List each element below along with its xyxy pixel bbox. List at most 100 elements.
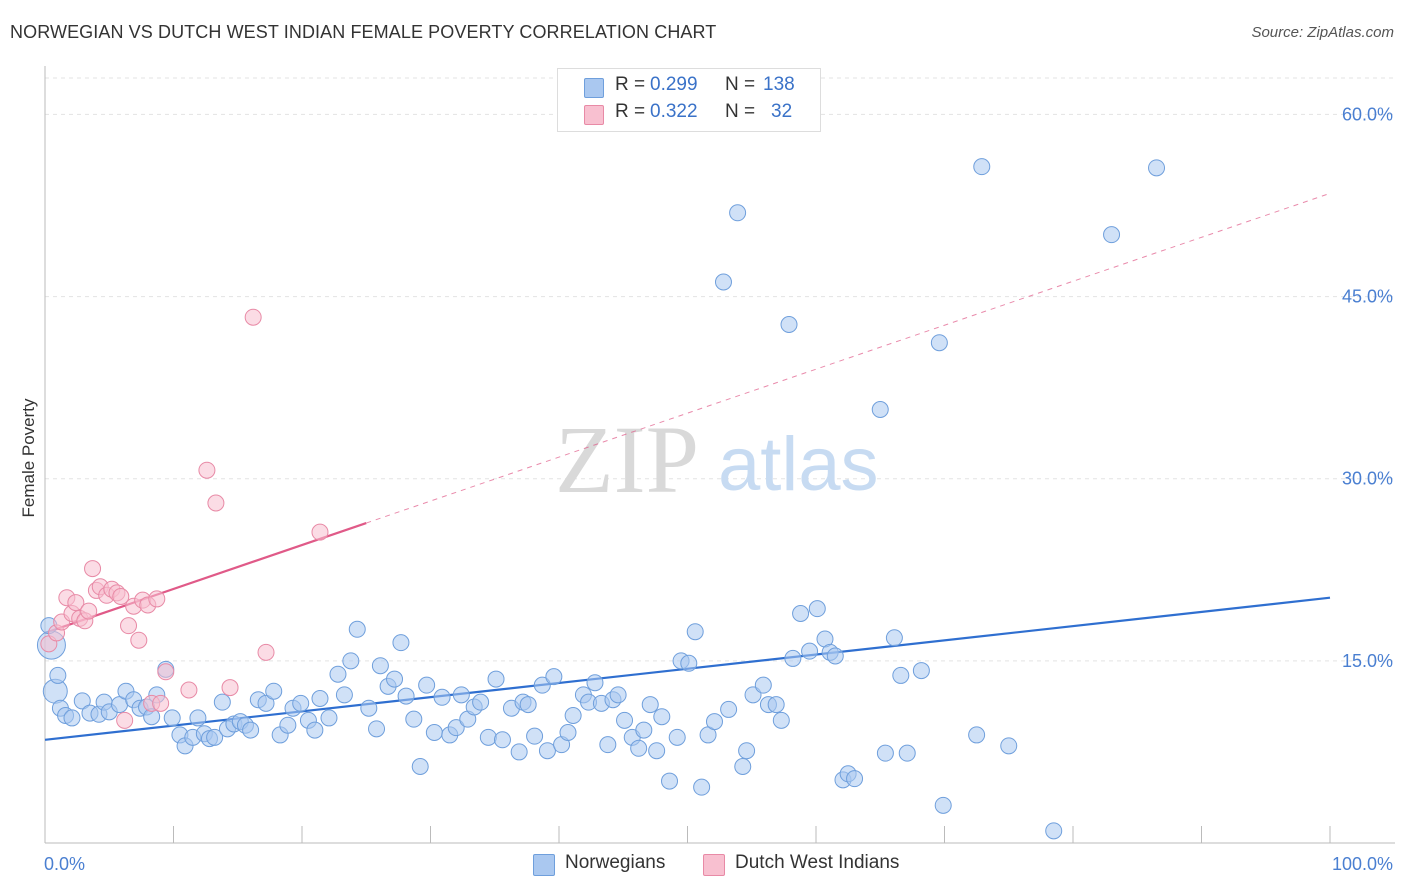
data-point (680, 654, 698, 672)
data-point (533, 676, 551, 694)
data-point (257, 643, 275, 661)
legend-r-label: R = (615, 74, 646, 95)
bottom-legend-label-dutch-west-indians: Dutch West Indians (735, 852, 900, 873)
data-point (472, 693, 490, 711)
data-point (767, 696, 785, 714)
data-point (368, 720, 386, 738)
data-point (1148, 159, 1166, 177)
data-point (545, 668, 563, 686)
data-point (510, 743, 528, 761)
data-point (898, 744, 916, 762)
y-tick-label: 45.0% (1342, 287, 1393, 307)
data-point (635, 721, 653, 739)
data-point (801, 642, 819, 660)
data-point (157, 663, 175, 681)
data-point (221, 679, 239, 697)
data-point (729, 204, 747, 222)
watermark: ZIP atlas (555, 406, 879, 513)
points-norwegians (36, 158, 1166, 840)
trend-line-solid (44, 521, 367, 634)
data-point (526, 727, 544, 745)
data-point (163, 709, 181, 727)
data-point (371, 657, 389, 675)
data-point (112, 588, 130, 605)
x-tick-label: 100.0% (1332, 854, 1393, 874)
data-point (180, 681, 198, 699)
data-point (386, 670, 404, 688)
data-point (279, 716, 297, 734)
data-point (780, 316, 798, 333)
data-point (392, 634, 410, 652)
points-dutch-west-indians (40, 308, 329, 729)
data-point (1103, 226, 1121, 244)
data-point (206, 728, 224, 746)
watermark-atlas: atlas (718, 422, 879, 507)
data-point (630, 739, 648, 757)
data-point (189, 709, 207, 727)
data-point (207, 494, 225, 512)
data-point (668, 728, 686, 746)
data-point (599, 736, 617, 754)
data-point (784, 649, 802, 667)
data-point (49, 666, 67, 684)
data-point (586, 674, 604, 692)
legend-n-value: 32 (771, 101, 793, 122)
legend-r-label: R = (615, 101, 646, 122)
data-point (84, 560, 102, 578)
data-point (348, 620, 366, 638)
data-point (1045, 822, 1063, 840)
data-point (80, 602, 98, 620)
data-point (714, 273, 732, 291)
data-point (306, 721, 324, 739)
axes (44, 66, 1395, 844)
data-point (405, 710, 423, 728)
bottom-legend-swatch-dutch-west-indians (703, 854, 725, 876)
legend-r-value: 0.299 (650, 74, 698, 95)
data-point (148, 590, 166, 608)
data-point (67, 594, 85, 612)
data-point (411, 758, 429, 775)
data-point (120, 617, 138, 635)
data-point (653, 708, 671, 726)
data-point (734, 758, 752, 775)
legend-n-value: 138 (763, 74, 795, 95)
data-point (198, 461, 216, 479)
correlation-legend: R = 0.299 N = 138 R = 0.322 N = 32 (557, 68, 821, 132)
data-point (648, 742, 666, 760)
data-point (641, 696, 659, 714)
data-point (418, 676, 436, 694)
data-point (479, 728, 497, 746)
data-point (934, 796, 952, 814)
data-point (661, 772, 679, 790)
data-point (930, 334, 948, 352)
source-label: Source: ZipAtlas.com (1251, 24, 1394, 41)
data-point (320, 709, 338, 727)
watermark-zip: ZIP (555, 406, 699, 513)
data-point (564, 707, 582, 724)
data-point (152, 694, 170, 712)
data-point (538, 742, 556, 760)
x-tick-label: 0.0% (44, 854, 85, 874)
data-point (335, 686, 353, 704)
data-point (311, 690, 329, 707)
data-point (63, 709, 81, 727)
data-point (244, 308, 262, 326)
data-point (876, 744, 894, 762)
legend-n-label: N = (725, 74, 756, 95)
data-point (720, 700, 738, 718)
data-point (792, 605, 810, 622)
data-point (292, 694, 310, 712)
data-point (397, 687, 415, 705)
data-point (519, 696, 537, 714)
data-point (73, 692, 91, 710)
data-point (705, 713, 723, 731)
data-point (493, 731, 511, 749)
legend-r-value: 0.322 (650, 101, 698, 122)
data-point (116, 711, 134, 729)
data-point (846, 770, 864, 788)
data-point (912, 662, 930, 680)
bottom-legend-swatch-norwegians (533, 854, 555, 876)
data-point (892, 666, 910, 684)
data-point (360, 699, 378, 717)
